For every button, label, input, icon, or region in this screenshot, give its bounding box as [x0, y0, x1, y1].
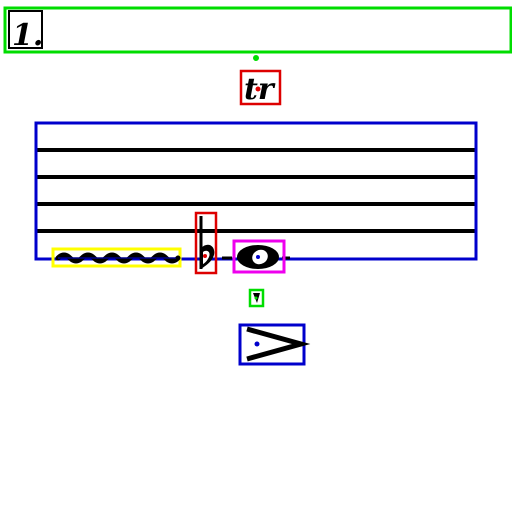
measure-number-text: 1. [12, 18, 43, 53]
whole-note-box [232, 239, 286, 274]
flat-accidental-box [194, 211, 218, 275]
fingering-box [248, 288, 265, 308]
trill-wavy-line-annotation [51, 247, 182, 268]
accent-anchor-dot [254, 341, 260, 347]
trill-mark-anchor-dot [255, 86, 261, 92]
flat-accidental-annotation [194, 211, 218, 275]
accent-annotation [238, 323, 311, 366]
measure-number-box [3, 6, 512, 54]
staff-annotation [34, 121, 478, 261]
measure-number-anchor-dot [253, 55, 259, 61]
fingering-anchor-dot [254, 296, 258, 300]
measure-number-inner-box [8, 10, 43, 49]
staff-box [34, 121, 478, 261]
whole-note-annotation [222, 239, 290, 274]
measure-number-annotation: 1. [3, 6, 512, 61]
fingering-annotation [248, 288, 265, 308]
trill-mark-box [239, 69, 282, 106]
flat-anchor-dot [203, 254, 207, 258]
accent-mark [246, 326, 311, 362]
whole-note-anchor-dot [256, 255, 260, 259]
trill-mark-annotation: tr [239, 69, 282, 107]
